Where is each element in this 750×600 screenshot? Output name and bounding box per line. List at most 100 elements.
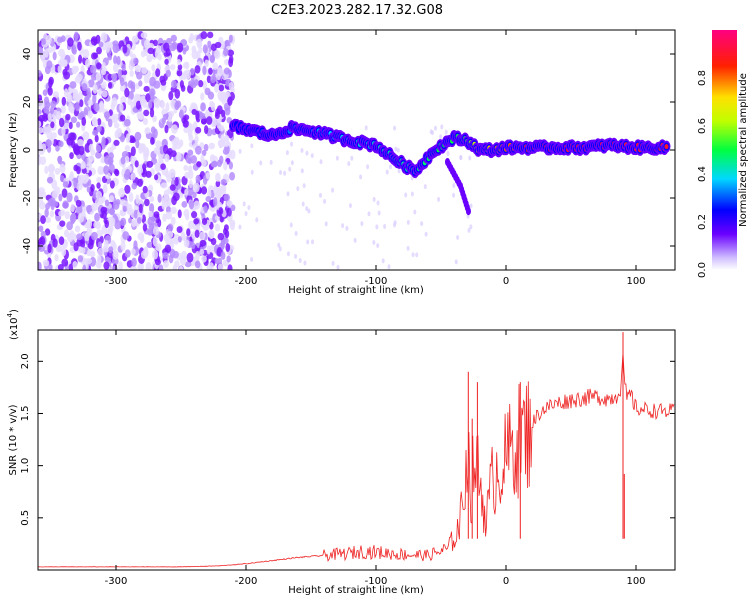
faint-cell (294, 230, 298, 236)
noise-cell (42, 259, 50, 267)
faint-cell (389, 164, 393, 170)
noise-cell (97, 247, 105, 257)
noise-cell (204, 125, 209, 135)
noise-cell (224, 58, 229, 66)
noise-cell (58, 210, 65, 217)
noise-cell (202, 80, 207, 91)
noise-cell (229, 171, 236, 181)
noise-cell (152, 236, 158, 247)
noise-cell (133, 57, 139, 65)
noise-cell (48, 263, 53, 270)
noise-cell (186, 186, 194, 196)
noise-cell (153, 211, 160, 218)
x-tick-label: -300 (105, 276, 128, 287)
colorbar (712, 30, 737, 270)
noise-cell (170, 206, 177, 215)
noise-cell (176, 70, 183, 77)
faint-cell (353, 237, 357, 243)
noise-cell (46, 60, 53, 69)
noise-cell (131, 257, 137, 267)
faint-cell (440, 124, 444, 130)
noise-cell (107, 118, 113, 128)
noise-cell (162, 252, 169, 259)
x-tick-label: 100 (626, 576, 645, 587)
faint-cell (324, 221, 328, 227)
noise-cell (157, 193, 162, 203)
faint-cell (392, 222, 396, 228)
signal-cell (662, 140, 671, 153)
noise-cell (89, 65, 97, 74)
noise-cell (145, 127, 151, 134)
noise-cell (78, 145, 85, 156)
noise-cell (104, 199, 110, 207)
noise-cell (164, 58, 169, 65)
noise-cell (104, 219, 109, 229)
noise-cell (220, 251, 226, 260)
faint-cell (468, 155, 472, 161)
noise-cell (139, 97, 145, 106)
noise-cell (105, 43, 110, 53)
noise-cell (40, 231, 47, 238)
noise-cell (69, 81, 77, 89)
noise-cell (169, 42, 177, 52)
noise-cell (217, 257, 223, 266)
noise-cell (204, 87, 211, 96)
noise-cell (39, 156, 47, 166)
faint-cell (410, 191, 414, 197)
noise-cell (114, 169, 120, 177)
noise-cell (134, 160, 139, 168)
noise-cell (189, 67, 195, 76)
faint-cell (406, 245, 410, 251)
noise-cell (69, 230, 75, 238)
noise-cell (151, 64, 156, 72)
faint-cell (305, 150, 309, 156)
noise-cell (110, 102, 116, 111)
noise-cell (107, 82, 113, 89)
noise-cell (108, 163, 115, 173)
noise-cell (153, 146, 161, 155)
noise-cell (155, 68, 161, 78)
faint-cell (372, 240, 376, 246)
noise-cell (75, 101, 80, 112)
noise-cell (214, 223, 221, 232)
noise-cell (136, 71, 143, 80)
noise-cell (163, 260, 169, 268)
noise-cell (223, 48, 229, 57)
noise-cell (194, 135, 199, 144)
noise-cell (147, 42, 155, 50)
noise-cell (160, 100, 165, 110)
noise-cell (154, 174, 159, 181)
noise-cell (68, 263, 74, 270)
noise-cell (103, 261, 110, 270)
noise-cell (55, 145, 60, 152)
faint-cell (394, 146, 398, 152)
noise-cell (153, 128, 158, 139)
noise-cell (58, 48, 65, 58)
snr-y-label: SNR (10 * v/v) (8, 404, 19, 475)
noise-cell (90, 183, 95, 192)
noise-cell (229, 221, 235, 231)
noise-cell (90, 231, 98, 241)
faint-cell (469, 224, 473, 230)
noise-cell (230, 204, 236, 212)
faint-cell (397, 168, 401, 174)
noise-cell (214, 83, 220, 93)
noise-cell (111, 257, 119, 266)
noise-cell (49, 106, 55, 115)
noise-cell (216, 72, 221, 81)
noise-cell (217, 263, 224, 270)
faint-cell (411, 252, 415, 258)
faint-cell (444, 129, 448, 135)
noise-cell (38, 197, 43, 206)
faint-cell (242, 201, 246, 207)
noise-cell (47, 243, 52, 254)
snr-scale-prefix: (x10 (9, 317, 20, 340)
noise-cell (138, 203, 143, 214)
noise-cell (191, 211, 198, 219)
noise-cell (204, 59, 209, 68)
noise-cell (170, 79, 177, 89)
faint-cell (396, 147, 400, 153)
noise-cell (183, 70, 188, 80)
noise-cell (215, 172, 221, 182)
noise-cell (148, 99, 153, 109)
